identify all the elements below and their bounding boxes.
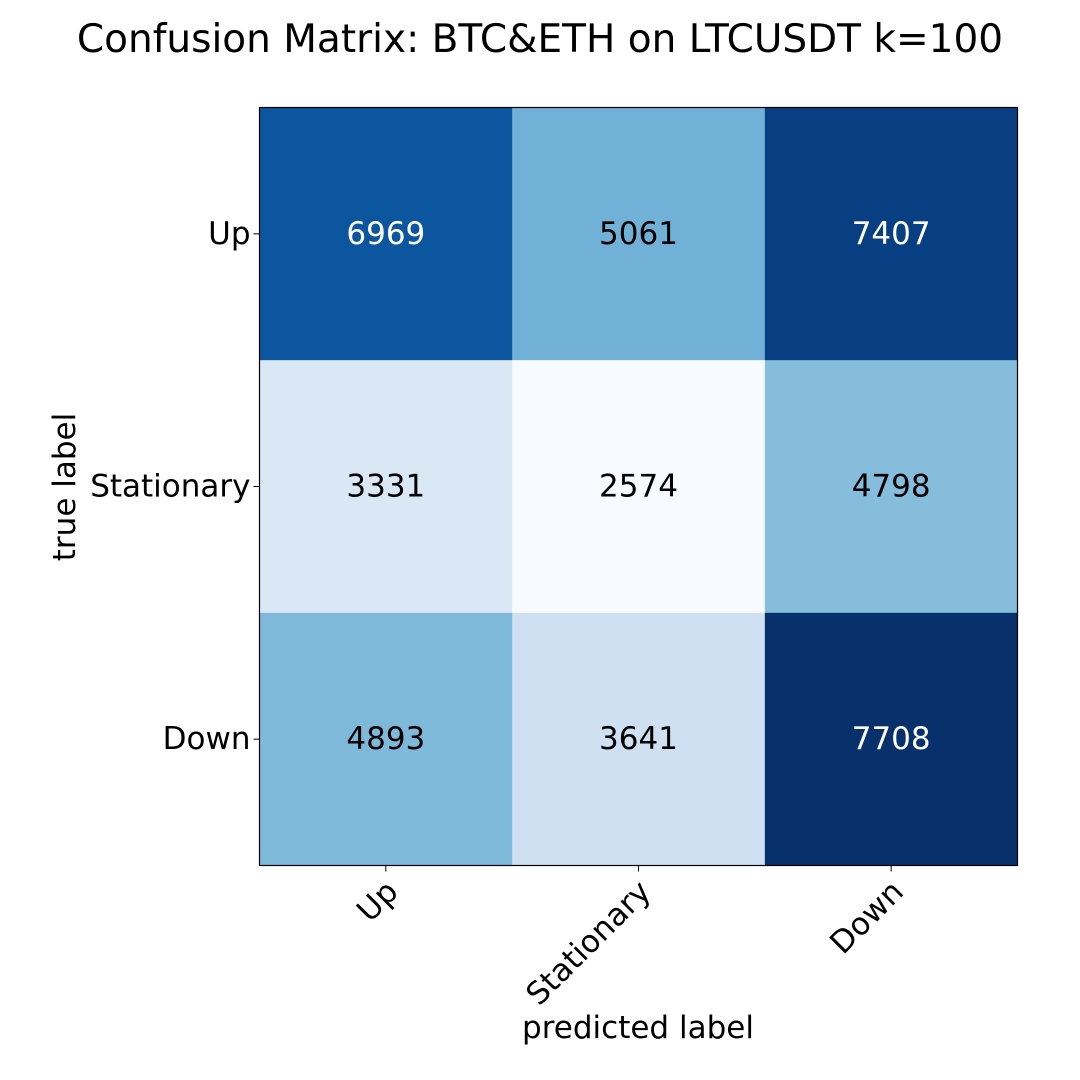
heatmap-cell-labels: 6969 5061 7407 3331 2574 4798 4893 3641 7708 [346,216,930,757]
y-tick-label: Stationary [90,469,250,505]
heatmap-cells [259,107,1018,866]
y-axis-ticks: Up Stationary Down [90,216,260,757]
heatmap-cell [512,360,766,614]
x-axis-ticks: Up Stationary Down [350,865,911,1013]
chart-title: Confusion Matrix: BTC&ETH on LTCUSDT k=1… [77,17,1003,62]
heatmap-cell [259,612,513,866]
cell-value-label: 5061 [599,216,678,252]
cell-value-label: 7407 [852,216,931,252]
heatmap-cell [512,107,766,361]
x-tick-label: Up [350,874,405,929]
cell-value-label: 6969 [346,216,425,252]
y-axis-label: true label [47,413,83,561]
x-tick-label: Down [823,874,911,962]
y-tick-label: Up [208,216,250,252]
cell-value-label: 7708 [852,721,931,757]
heatmap-cell [512,612,766,866]
heatmap-cell [764,612,1018,866]
cell-value-label: 3331 [346,469,425,505]
x-tick-label: Stationary [519,874,658,1013]
y-tick-label: Down [163,721,251,757]
heatmap-cell [259,360,513,614]
x-axis-label: predicted label [522,1010,754,1046]
cell-value-label: 2574 [599,469,678,505]
cell-value-label: 4798 [852,469,931,505]
heatmap-cell [259,107,513,361]
heatmap-cell [764,107,1018,361]
cell-value-label: 3641 [599,721,678,757]
heatmap-cell [764,360,1018,614]
cell-value-label: 4893 [346,721,425,757]
